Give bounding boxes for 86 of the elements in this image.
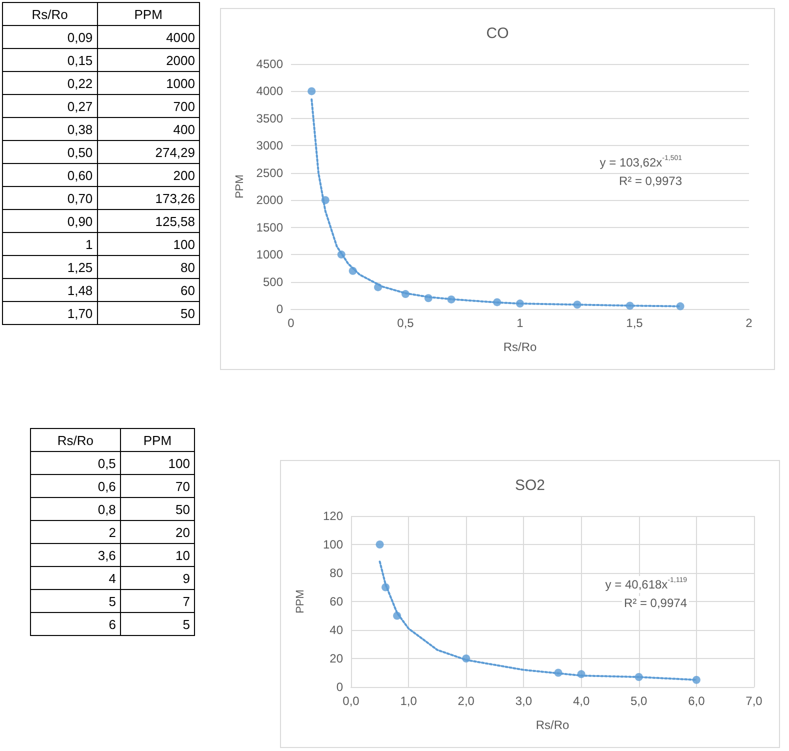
y-tick-label: 4500 [256,57,284,71]
text: 100 [168,456,190,470]
category-label: 0,6 [30,474,120,498]
category-label: 0,38 [2,118,98,140]
text: 50 [176,502,190,516]
x-tick-label: 4,0 [572,694,590,708]
text: 274,29 [155,144,195,160]
category-label: 1,70 [2,302,98,324]
y-tick-label: 100 [322,538,344,552]
category-label: 0,09 [2,26,98,48]
text: 2000 [166,52,195,68]
text: PPM [120,428,194,452]
category-label: 0,50 [2,140,98,164]
text: 1000 [166,76,195,90]
text: Rs/Ro [30,428,120,452]
x-tick-label: 1 [516,316,524,330]
point [376,540,384,548]
x-tick-label: 7,0 [746,694,763,708]
category-label: 2 [30,520,120,544]
x-tick-label: 6,0 [688,694,706,708]
category-label: 1,48 [2,278,98,302]
x-tick-label: 5,0 [630,694,648,708]
category-label: 1 [2,232,98,256]
category-label: 0,5 [30,452,120,474]
text: 60 [180,282,195,298]
y-tick-label: 1000 [256,248,284,262]
y-tick-label: 4000 [256,84,284,98]
y-tick-label: 500 [262,274,284,289]
y-axis-title: PPM [234,174,246,198]
text: PPM [97,2,200,26]
category-label: 1,25 [2,256,98,278]
category-label: 0,60 [2,164,98,186]
y-tick-label: 0 [276,302,284,316]
x-tick-label: 0,0 [342,694,360,708]
category-label: 0,22 [2,72,98,94]
text: 10 [176,548,190,562]
text: 80 [180,260,195,274]
category-label: 0,90 [2,210,98,232]
y-tick-label: 2500 [256,166,284,180]
x-tick-label: 2 [746,316,753,330]
text: 173,26 [155,190,195,206]
category-label: 0,27 [2,94,98,118]
x-tick-label: 1,0 [400,694,418,708]
y-tick-label: 40 [330,623,344,637]
category-label: 3,6 [30,544,120,566]
y-tick-label: 60 [330,594,344,608]
y-tick-label: 20 [330,652,344,666]
category-label: 0,70 [2,186,98,210]
x-tick-label: 1,5 [626,316,644,330]
text: 4000 [166,30,195,44]
chart-title: CO [486,25,509,42]
y-axis-title: PPM [294,590,306,614]
y-tick-label: 0 [336,680,344,694]
y-tick-label: 80 [330,566,344,580]
text: Rs/Ro [2,2,98,26]
text: 400 [173,122,195,136]
chart-title: SO2 [514,477,546,494]
annotation: R² = 0,9973 [618,174,682,188]
text: 20 [176,524,190,540]
x-axis-title: Rs/Ro [503,340,537,354]
x-tick-label: 0,5 [397,316,414,330]
y-tick-label: 2000 [256,193,284,208]
text: 7 [182,594,190,608]
text: 5 [182,616,190,632]
x-tick-label: 2,0 [458,694,475,708]
text: 125,58 [155,214,195,228]
x-axis-title: Rs/Ro [536,718,570,732]
category-label: 0,15 [2,48,98,72]
text: 200 [173,168,195,182]
annotation: R² = 0,9974 [624,596,688,610]
text: 700 [173,98,195,114]
point [308,87,316,96]
y-tick-label: 3000 [256,138,284,153]
text: 100 [173,236,195,252]
category-label: 5 [30,590,120,612]
x-tick-label: 0 [288,316,295,330]
category-label: 6 [30,612,120,636]
text: 50 [180,306,195,320]
x-tick-label: 3,0 [515,694,532,708]
category-label: 4 [30,566,120,590]
category-label: 0,8 [30,498,120,520]
text: 9 [182,570,190,586]
y-tick-label: 3500 [256,111,284,126]
y-tick-label: 120 [322,509,344,523]
text: 70 [176,478,190,494]
y-tick-label: 1500 [256,220,284,234]
